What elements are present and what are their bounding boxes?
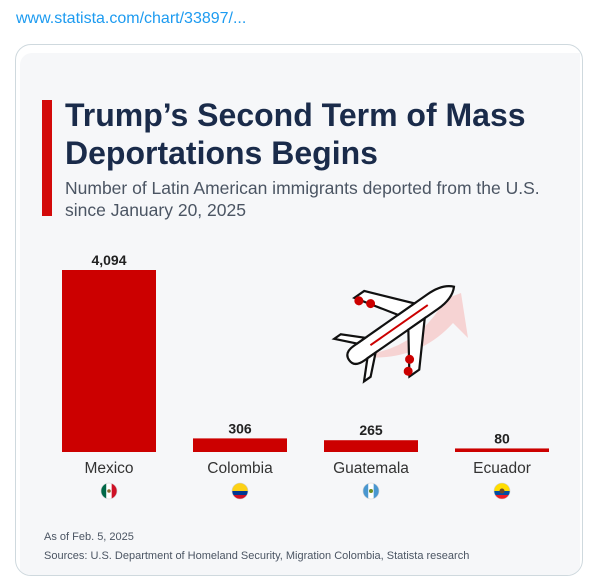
flag-colombia-icon <box>231 482 249 500</box>
value-label: 80 <box>494 430 510 446</box>
bar-chart: 4,094 Mexico 306 Colombia 265 Guatemala 80 Ecua… <box>62 252 549 500</box>
flag-ecuador-icon <box>493 482 511 500</box>
sources-note: Sources: U.S. Department of Homeland Sec… <box>44 550 470 562</box>
value-label: 4,094 <box>91 252 126 268</box>
bar-colombia <box>193 438 287 452</box>
bars-layer: 4,094 Mexico 306 Colombia 265 Guatemala 80 Ecua… <box>62 252 549 500</box>
bar-ecuador <box>455 448 549 452</box>
value-label: 306 <box>228 420 252 436</box>
chart-subtitle: Number of Latin American immigrants depo… <box>65 178 540 220</box>
category-label: Colombia <box>207 460 273 477</box>
date-note: As of Feb. 5, 2025 <box>44 531 134 543</box>
value-label: 265 <box>359 422 383 438</box>
category-label: Guatemala <box>333 460 409 477</box>
link-card[interactable]: Trump’s Second Term of Mass Deportations… <box>15 44 583 576</box>
bar-mexico <box>62 270 156 452</box>
bar-guatemala <box>324 440 418 452</box>
tweet-link[interactable]: www.statista.com/chart/33897/... <box>16 10 247 27</box>
flag-mexico-icon <box>100 482 118 500</box>
chart-title: Trump’s Second Term of Mass Deportations… <box>65 97 526 171</box>
flag-guatemala-icon <box>362 482 380 500</box>
title-accent-bar <box>42 100 52 216</box>
infographic: Trump’s Second Term of Mass Deportations… <box>20 53 580 575</box>
category-label: Mexico <box>84 460 133 477</box>
category-label: Ecuador <box>473 460 531 477</box>
airplane-icon <box>331 285 468 384</box>
